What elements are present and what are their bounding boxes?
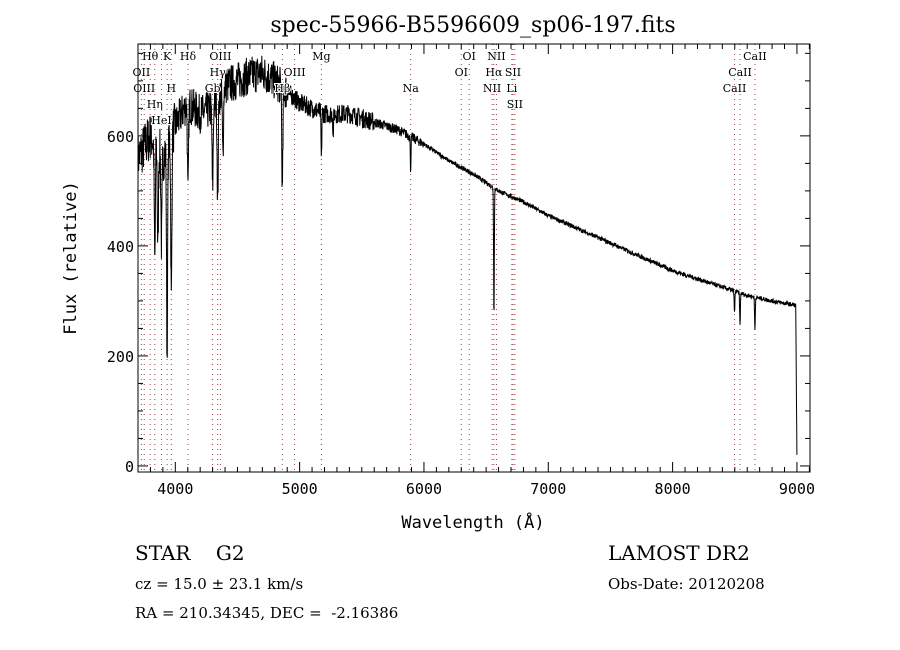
line-marker-label: HeI <box>151 114 171 127</box>
spectrum-line <box>137 55 798 455</box>
x-tick-label: 9000 <box>779 480 815 498</box>
line-marker-label: H <box>167 82 177 95</box>
object-class: STAR G2 <box>135 541 245 565</box>
line-marker-label: OIII <box>133 82 155 95</box>
line-marker-label: OI <box>463 50 476 63</box>
x-tick-label: 7000 <box>530 480 566 498</box>
line-marker-label: Na <box>403 82 420 95</box>
x-tick-label: 8000 <box>655 480 691 498</box>
survey-label: LAMOST DR2 <box>608 541 750 565</box>
line-marker-label: Hδ <box>180 50 197 63</box>
x-tick-label: 6000 <box>406 480 442 498</box>
x-axis-label: Wavelength (Å) <box>401 511 544 533</box>
axes: 4000 5000 6000 7000 8000 9000 0 200 400 600 <box>107 44 815 498</box>
y-tick-label: 200 <box>107 348 134 366</box>
chart-title: spec-55966-B5596609_sp06-197.fits <box>270 13 675 38</box>
y-tick-label: 0 <box>125 458 134 476</box>
line-marker-label: CaII <box>723 82 747 95</box>
line-marker-label: OIII <box>209 50 231 63</box>
line-marker-label: SII <box>505 66 521 79</box>
line-marker-label: Mg <box>312 50 330 63</box>
line-marker-label: Hγ <box>210 66 227 79</box>
line-marker-label: SII <box>507 98 523 111</box>
line-marker-label: CaII <box>728 66 752 79</box>
redshift-text: cz = 15.0 ± 23.1 km/s <box>135 575 304 593</box>
line-marker-label: NII <box>483 82 501 95</box>
obs-date: Obs-Date: 20120208 <box>608 575 765 593</box>
y-tick-label: 600 <box>107 128 134 146</box>
line-marker-label: OIII <box>284 66 306 79</box>
x-tick-label: 4000 <box>157 480 193 498</box>
y-axis-label: Flux (relative) <box>61 181 81 335</box>
line-marker-label: OII <box>133 66 151 79</box>
line-marker-label: K <box>163 50 172 63</box>
line-marker-label: Hα <box>485 66 503 79</box>
line-marker-label: NII <box>487 50 505 63</box>
plot-frame <box>137 43 811 473</box>
line-marker-label: Gb <box>205 82 221 95</box>
coordinates: RA = 210.34345, DEC = -2.16386 <box>135 604 399 622</box>
line-marker-label: CaII <box>743 50 767 63</box>
line-marker-label: OI <box>455 66 468 79</box>
line-marker-label: Hβ <box>274 82 290 95</box>
x-tick-label: 5000 <box>282 480 318 498</box>
line-marker-label: Hθ <box>142 50 159 63</box>
line-marker-labels: OII OIII Hθ Hη HeI K H Hδ Gb Hγ OIII Hβ OIII Mg Na OI OI… <box>132 49 768 128</box>
y-tick-label: 400 <box>107 238 134 256</box>
line-marker-label: Li <box>506 82 517 95</box>
line-marker-label: Hη <box>147 98 163 111</box>
line-markers <box>140 44 756 472</box>
